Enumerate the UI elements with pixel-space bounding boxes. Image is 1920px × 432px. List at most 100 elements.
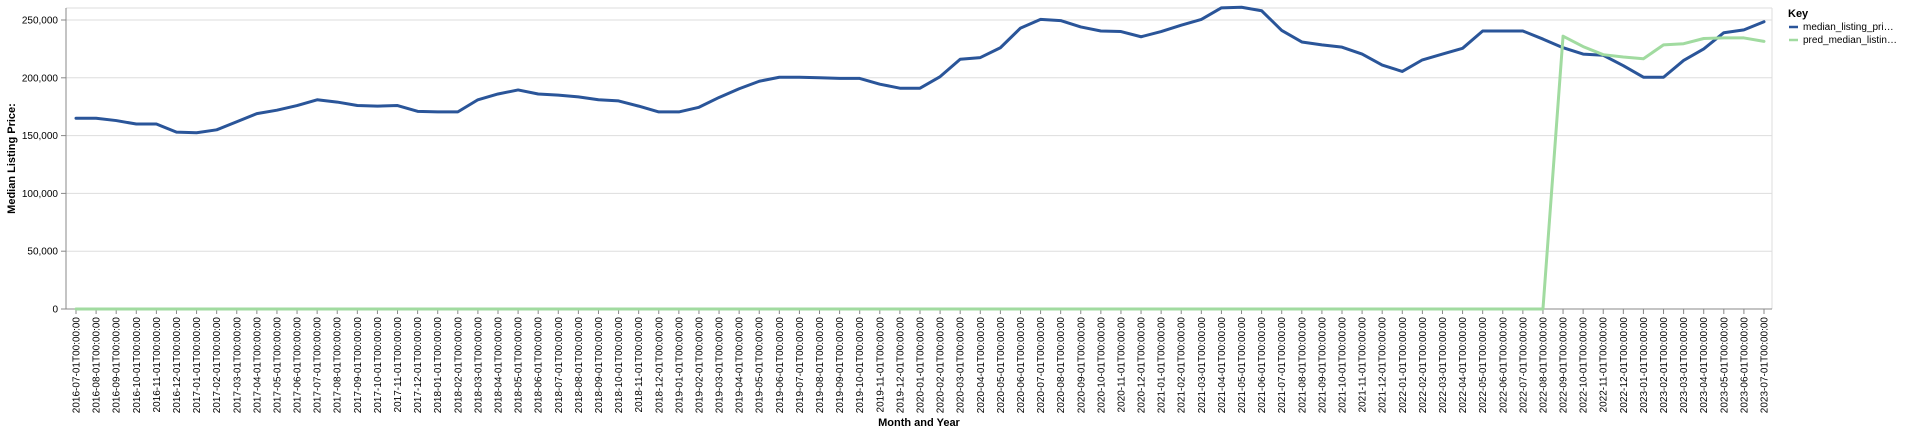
x-tick-label: 2020-05-01T00:00:00 bbox=[996, 317, 1007, 414]
x-tick-label: 2021-08-01T00:00:00 bbox=[1297, 317, 1308, 414]
x-tick-label: 2021-01-01T00:00:00 bbox=[1157, 317, 1168, 414]
x-tick-label: 2019-11-01T00:00:00 bbox=[875, 317, 886, 413]
x-tick-label: 2019-05-01T00:00:00 bbox=[755, 317, 766, 414]
x-tick-label: 2020-07-01T00:00:00 bbox=[1036, 317, 1047, 414]
legend: Key median_listing_pri… pred_median_listi… bbox=[1788, 8, 1897, 46]
x-tick-label: 2017-05-01T00:00:00 bbox=[272, 317, 283, 414]
x-tick-label: 2021-10-01T00:00:00 bbox=[1338, 317, 1349, 414]
x-tick-label: 2022-11-01T00:00:00 bbox=[1599, 317, 1610, 413]
x-tick-label: 2019-02-01T00:00:00 bbox=[694, 317, 705, 414]
legend-title: Key bbox=[1788, 8, 1809, 20]
x-tick-label: 2023-06-01T00:00:00 bbox=[1739, 317, 1750, 414]
x-tick-label: 2019-10-01T00:00:00 bbox=[855, 317, 866, 414]
y-tick-label: 150,000 bbox=[22, 131, 59, 142]
x-tick-label: 2020-09-01T00:00:00 bbox=[1076, 317, 1087, 414]
x-axis-title: Month and Year bbox=[878, 417, 960, 429]
x-tick-label: 2022-08-01T00:00:00 bbox=[1538, 317, 1549, 414]
x-tick-label: 2020-03-01T00:00:00 bbox=[956, 317, 967, 414]
x-tick-label: 2020-11-01T00:00:00 bbox=[1116, 317, 1127, 413]
x-tick-label: 2018-07-01T00:00:00 bbox=[554, 317, 565, 414]
x-tick-label: 2018-05-01T00:00:00 bbox=[514, 317, 525, 414]
x-tick-label: 2021-06-01T00:00:00 bbox=[1257, 317, 1268, 414]
x-tick-label: 2016-11-01T00:00:00 bbox=[152, 317, 163, 413]
y-tick-label: 0 bbox=[52, 305, 58, 316]
x-tick-label: 2022-12-01T00:00:00 bbox=[1619, 317, 1630, 414]
x-tick-label: 2017-08-01T00:00:00 bbox=[333, 317, 344, 414]
x-tick-label: 2018-11-01T00:00:00 bbox=[634, 317, 645, 413]
x-tick-label: 2018-03-01T00:00:00 bbox=[473, 317, 484, 414]
x-tick-label: 2021-05-01T00:00:00 bbox=[1237, 317, 1248, 414]
series-line-2 bbox=[74, 34, 1766, 311]
x-tick-label: 2019-09-01T00:00:00 bbox=[835, 317, 846, 414]
x-tick-label: 2018-04-01T00:00:00 bbox=[494, 317, 505, 414]
y-axis-title: Median Listing Price: bbox=[6, 103, 18, 214]
x-tick-label: 2022-06-01T00:00:00 bbox=[1498, 317, 1509, 414]
x-tick-label: 2017-09-01T00:00:00 bbox=[353, 317, 364, 414]
x-tick-label: 2018-10-01T00:00:00 bbox=[614, 317, 625, 414]
x-tick-label: 2016-12-01T00:00:00 bbox=[172, 317, 183, 414]
x-tick-label: 2018-08-01T00:00:00 bbox=[574, 317, 585, 414]
x-tick-label: 2017-11-01T00:00:00 bbox=[393, 317, 404, 413]
legend-label: pred_median_listin… bbox=[1803, 35, 1897, 46]
series-lines bbox=[74, 5, 1766, 311]
x-tick-label: 2021-04-01T00:00:00 bbox=[1217, 317, 1228, 414]
x-tick-label: 2021-12-01T00:00:00 bbox=[1378, 317, 1389, 414]
x-tick-label: 2020-04-01T00:00:00 bbox=[976, 317, 987, 414]
gridlines bbox=[66, 7, 1773, 310]
y-tick-label: 50,000 bbox=[27, 247, 58, 258]
x-tick-label: 2019-04-01T00:00:00 bbox=[735, 317, 746, 414]
x-tick-label: 2018-02-01T00:00:00 bbox=[453, 317, 464, 414]
x-tick-label: 2021-07-01T00:00:00 bbox=[1277, 317, 1288, 414]
x-tick-label: 2022-10-01T00:00:00 bbox=[1579, 317, 1590, 414]
x-tick-label: 2016-07-01T00:00:00 bbox=[72, 317, 83, 414]
x-tick-label: 2023-05-01T00:00:00 bbox=[1719, 317, 1730, 414]
x-tick-label: 2017-12-01T00:00:00 bbox=[413, 317, 424, 414]
x-tick-label: 2020-06-01T00:00:00 bbox=[1016, 317, 1027, 414]
x-tick-label: 2023-04-01T00:00:00 bbox=[1699, 317, 1710, 414]
x-tick-label: 2023-01-01T00:00:00 bbox=[1639, 317, 1650, 414]
x-tick-label: 2021-02-01T00:00:00 bbox=[1177, 317, 1188, 414]
x-tick-label: 2020-08-01T00:00:00 bbox=[1056, 317, 1067, 414]
x-tick-label: 2018-12-01T00:00:00 bbox=[654, 317, 665, 414]
x-tick-label: 2016-08-01T00:00:00 bbox=[92, 317, 103, 414]
legend-items: median_listing_pri… pred_median_listin… bbox=[1789, 22, 1897, 46]
x-tick-label: 2017-02-01T00:00:00 bbox=[212, 317, 223, 414]
x-tick-label: 2022-04-01T00:00:00 bbox=[1458, 317, 1469, 414]
x-tick-label: 2023-03-01T00:00:00 bbox=[1679, 317, 1690, 414]
x-tick-label: 2019-06-01T00:00:00 bbox=[775, 317, 786, 414]
y-tick-label: 100,000 bbox=[22, 189, 59, 200]
x-tick-label: 2019-08-01T00:00:00 bbox=[815, 317, 826, 414]
x-tick-label: 2017-03-01T00:00:00 bbox=[232, 317, 243, 414]
x-tick-label: 2020-12-01T00:00:00 bbox=[1137, 317, 1148, 414]
x-tick-label: 2016-09-01T00:00:00 bbox=[112, 317, 123, 414]
x-tick-label: 2022-05-01T00:00:00 bbox=[1478, 317, 1489, 414]
x-tick-label: 2019-03-01T00:00:00 bbox=[715, 317, 726, 414]
x-tick-label: 2018-09-01T00:00:00 bbox=[594, 317, 605, 414]
x-tick-label: 2020-01-01T00:00:00 bbox=[916, 317, 927, 414]
x-tick-label: 2020-02-01T00:00:00 bbox=[936, 317, 947, 414]
y-tick-label: 250,000 bbox=[22, 16, 59, 27]
x-tick-label: 2018-06-01T00:00:00 bbox=[534, 317, 545, 414]
x-tick-label: 2022-03-01T00:00:00 bbox=[1438, 317, 1449, 414]
x-tick-label: 2023-07-01T00:00:00 bbox=[1760, 317, 1771, 414]
x-tick-label: 2022-07-01T00:00:00 bbox=[1518, 317, 1529, 414]
series-line-1 bbox=[74, 5, 1766, 135]
x-tick-label: 2019-07-01T00:00:00 bbox=[795, 317, 806, 414]
x-tick-label: 2020-10-01T00:00:00 bbox=[1096, 317, 1107, 414]
x-tick-label: 2017-06-01T00:00:00 bbox=[293, 317, 304, 414]
x-tick-label: 2019-01-01T00:00:00 bbox=[674, 317, 685, 414]
x-tick-label: 2018-01-01T00:00:00 bbox=[433, 317, 444, 414]
x-tick-label: 2022-01-01T00:00:00 bbox=[1398, 317, 1409, 414]
x-tick-label: 2019-12-01T00:00:00 bbox=[895, 317, 906, 414]
x-tick-label: 2021-09-01T00:00:00 bbox=[1317, 317, 1328, 414]
x-tick-label: 2022-09-01T00:00:00 bbox=[1559, 317, 1570, 414]
x-tick-label: 2023-02-01T00:00:00 bbox=[1659, 317, 1670, 414]
x-tick-label: 2022-02-01T00:00:00 bbox=[1418, 317, 1429, 414]
x-tick-label: 2017-10-01T00:00:00 bbox=[373, 317, 384, 414]
x-tick-label: 2021-11-01T00:00:00 bbox=[1358, 317, 1369, 413]
x-tick-label: 2017-07-01T00:00:00 bbox=[313, 317, 324, 414]
y-tick-label: 200,000 bbox=[22, 73, 59, 84]
legend-label: median_listing_pri… bbox=[1803, 22, 1894, 33]
x-tick-label: 2021-03-01T00:00:00 bbox=[1197, 317, 1208, 414]
